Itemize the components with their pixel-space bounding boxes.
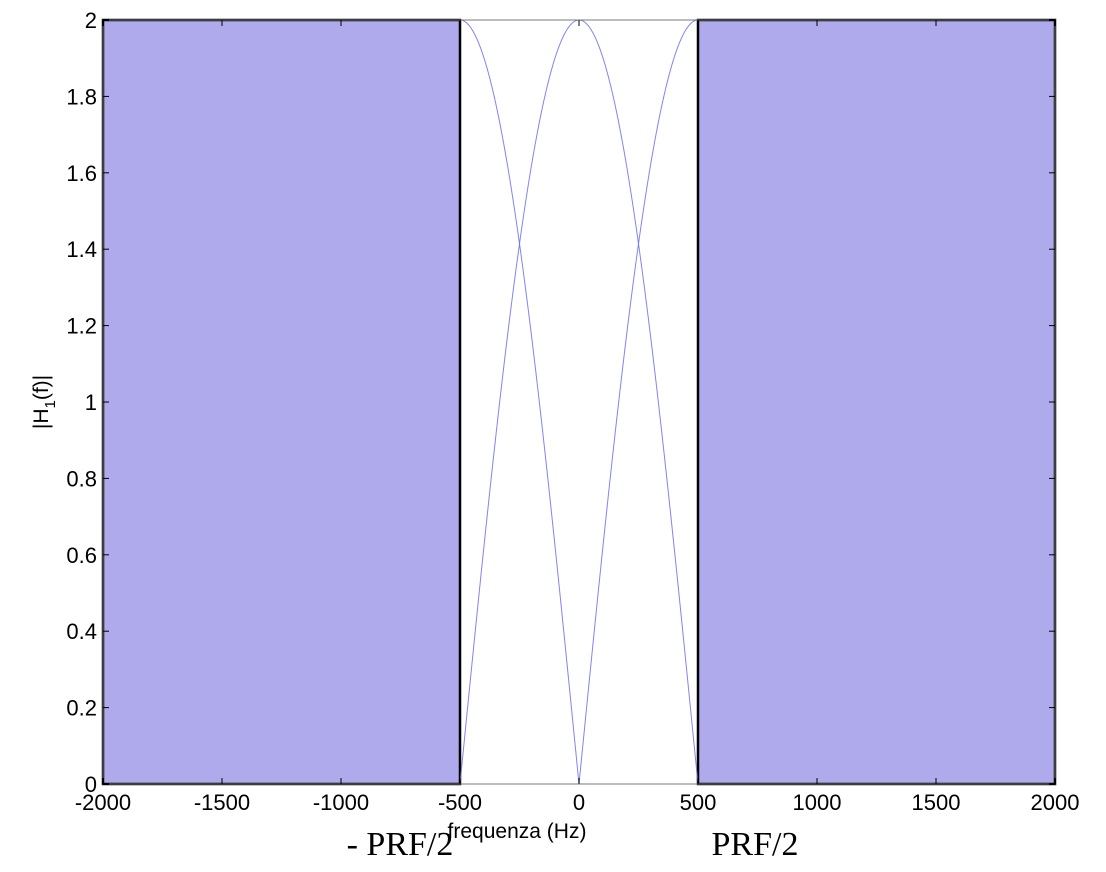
x-tick-label: 2000 [1031, 790, 1080, 815]
y-tick-label: 1.4 [66, 237, 97, 262]
x-tick-label: 1000 [793, 790, 842, 815]
x-tick-label: -1000 [313, 790, 369, 815]
y-tick-label: 0 [85, 772, 97, 797]
y-tick-label: 1.2 [66, 314, 97, 339]
y-tick-label: 1.6 [66, 161, 97, 186]
y-tick-label: 2 [85, 8, 97, 33]
y-tick-label: 0.2 [66, 696, 97, 721]
y-axis-label: |H1(f)| [30, 375, 59, 429]
y-tick-label: 1 [85, 390, 97, 415]
y-tick-label: 0.4 [66, 619, 97, 644]
x-tick-label: -500 [438, 790, 482, 815]
y-tick-label: 0.6 [66, 543, 97, 568]
y-ticks: 0 0.2 0.4 0.6 0.8 1 1.2 1.4 1.6 1.8 2 [66, 8, 1055, 797]
x-tick-label: -2000 [75, 790, 131, 815]
x-tick-label: 0 [573, 790, 585, 815]
shaded-region-2 [696, 18, 1057, 786]
y-tick-label: 1.8 [66, 84, 97, 109]
shaded-regions [101, 18, 1057, 786]
x-ticks: -2000 -1500 -1000 -500 0 500 1000 1500 2000 [75, 20, 1080, 815]
x-tick-label: 1500 [912, 790, 961, 815]
shaded-region-1 [101, 18, 462, 786]
curves [459, 19, 699, 785]
pos-prf-label: PRF/2 [712, 826, 799, 863]
x-tick-label: 500 [680, 790, 717, 815]
x-tick-label: -1500 [194, 790, 250, 815]
neg-prf-label: - PRF/2 [347, 826, 454, 863]
x-axis-label: frequenza (Hz) [448, 820, 587, 843]
y-tick-label: 0.8 [66, 466, 97, 491]
series-line-2 [459, 19, 699, 785]
series-line-1 [459, 19, 699, 785]
